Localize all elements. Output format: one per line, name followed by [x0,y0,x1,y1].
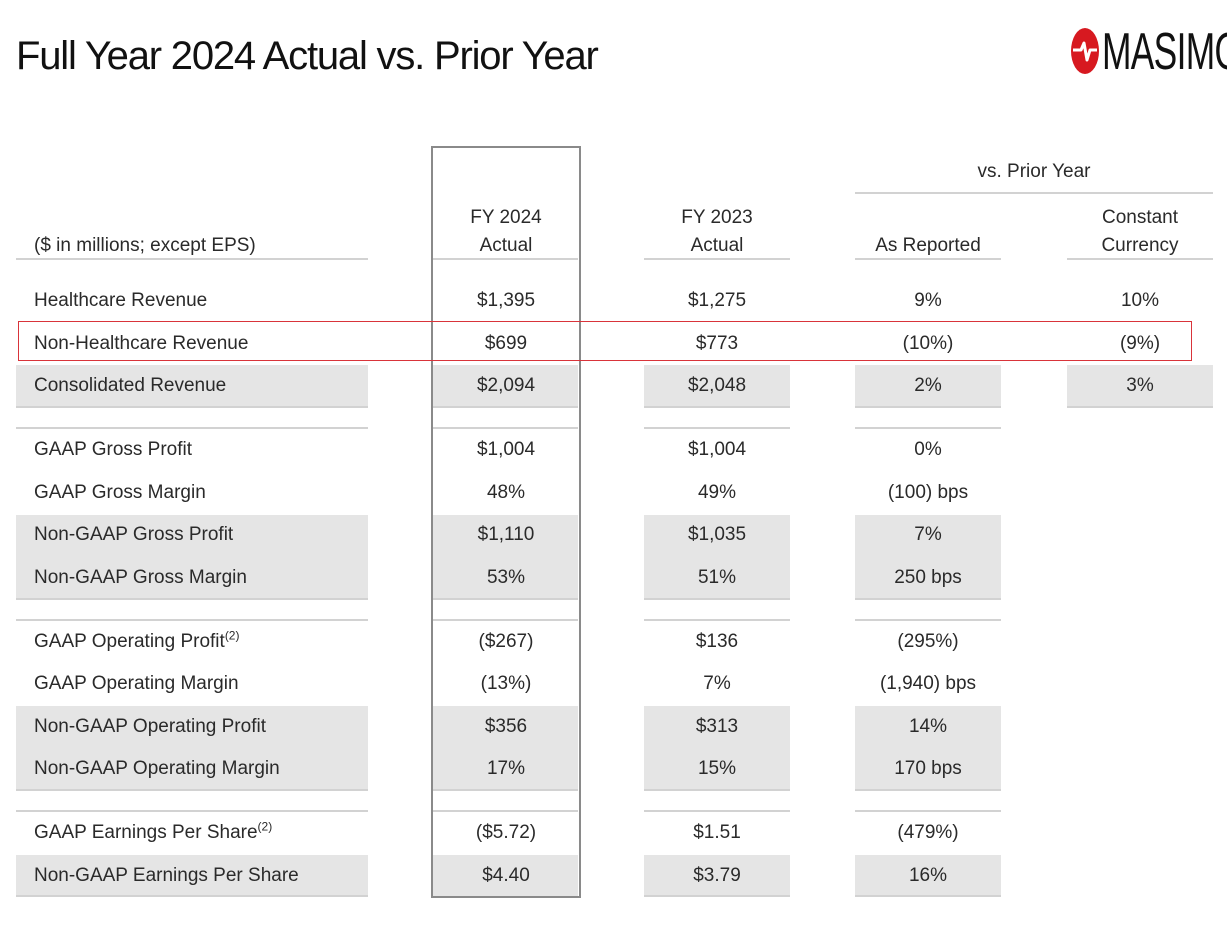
as-reported-value: (479%) [897,822,959,843]
fy2024-value: $1,395 [476,290,536,311]
fy2023-value: 15% [697,758,737,779]
cc-header-line2: Currency [1101,235,1179,256]
as-reported-value: 250 bps [894,567,962,588]
fy2024-value: $4.40 [482,865,530,886]
fy2023-value: $3.79 [693,865,741,886]
fy2023-value: $1,035 [687,524,747,545]
fy2024-header-line2: Actual [479,235,533,256]
fy2024-header: FY 2024 Actual [432,204,580,260]
fy2024-value: $1,004 [476,439,536,460]
fy2024-value: $699 [484,333,528,354]
footnote-marker: (2) [224,628,240,643]
as-reported-value: 7% [914,524,942,545]
constant-currency-value: 3% [1126,375,1154,396]
fy2023-value: $313 [695,716,739,737]
fy2024-value: 17% [486,758,526,779]
row-label: Non-GAAP Earnings Per Share [34,865,299,886]
fy2023-value: $1.51 [693,822,741,843]
masimo-logo-icon [1071,28,1099,74]
row-label-text: GAAP Earnings Per Share [34,822,258,843]
fy2023-value: $773 [695,333,739,354]
constant-currency-value: 10% [1120,290,1160,311]
masimo-wordmark: MASIMO [1102,23,1227,81]
as-reported-value: (1,940) bps [879,673,977,694]
row-label: Consolidated Revenue [34,375,227,396]
fy2023-value: $136 [695,631,739,652]
as-reported-value: 9% [914,290,942,311]
row-highlight-box [18,321,1192,361]
fy2024-value: (13%) [480,673,532,694]
fy2024-value: ($5.72) [475,822,537,843]
row-label: Non-GAAP Operating Margin [34,758,280,779]
row-label: Healthcare Revenue [34,290,208,311]
fy2023-value: $1,275 [687,290,747,311]
fy2023-header-line1: FY 2023 [681,207,753,228]
as-reported-value: (100) bps [887,482,969,503]
fy2024-value: $356 [484,716,528,737]
fy2023-value: 7% [703,673,731,694]
as-reported-value: (10%) [902,333,954,354]
as-reported-value: 170 bps [894,758,962,779]
cc-header-line1: Constant [1101,207,1179,228]
row-label: GAAP Operating Profit(2) [34,630,239,654]
constant-currency-value: (9%) [1119,333,1161,354]
fy2023-value: $2,048 [687,375,747,396]
masimo-logo: MASIMO [1068,20,1227,82]
fy2024-value: $2,094 [476,375,536,396]
fy2024-column-outline [431,146,581,898]
as-reported-value: 0% [914,439,942,460]
row-label-text: GAAP Operating Profit [34,631,225,652]
as-reported-value: 2% [914,375,942,396]
as-reported-header: As Reported [875,235,981,256]
fy2024-header-line1: FY 2024 [470,207,542,228]
fy2023-value: 51% [697,567,737,588]
constant-currency-header: Constant Currency [1067,204,1213,260]
vs-prior-year-header: vs. Prior Year [977,161,1091,182]
footnote-marker: (2) [257,819,273,834]
as-reported-value: 16% [908,865,948,886]
fy2024-value: $1,110 [477,524,535,545]
row-label: GAAP Operating Margin [34,673,239,694]
fy2023-value: $1,004 [687,439,747,460]
page-title: Full Year 2024 Actual vs. Prior Year [16,34,599,78]
fy2023-header-line2: Actual [690,235,744,256]
row-label: GAAP Gross Margin [34,482,206,503]
fy2023-value: 49% [697,482,737,503]
as-reported-value: (295%) [897,631,959,652]
row-label: Non-Healthcare Revenue [34,333,249,354]
fy2024-value: 48% [486,482,526,503]
fy2024-value: ($267) [478,631,534,652]
row-label: Non-GAAP Operating Profit [34,716,266,737]
row-label: Non-GAAP Gross Profit [34,524,234,545]
fy2024-value: 53% [486,567,526,588]
fy2023-header: FY 2023 Actual [644,204,790,260]
row-label: Non-GAAP Gross Margin [34,567,247,588]
as-reported-value: 14% [908,716,948,737]
row-label: GAAP Earnings Per Share(2) [34,821,272,845]
units-label: ($ in millions; except EPS) [34,235,256,256]
row-label: GAAP Gross Profit [34,439,193,460]
